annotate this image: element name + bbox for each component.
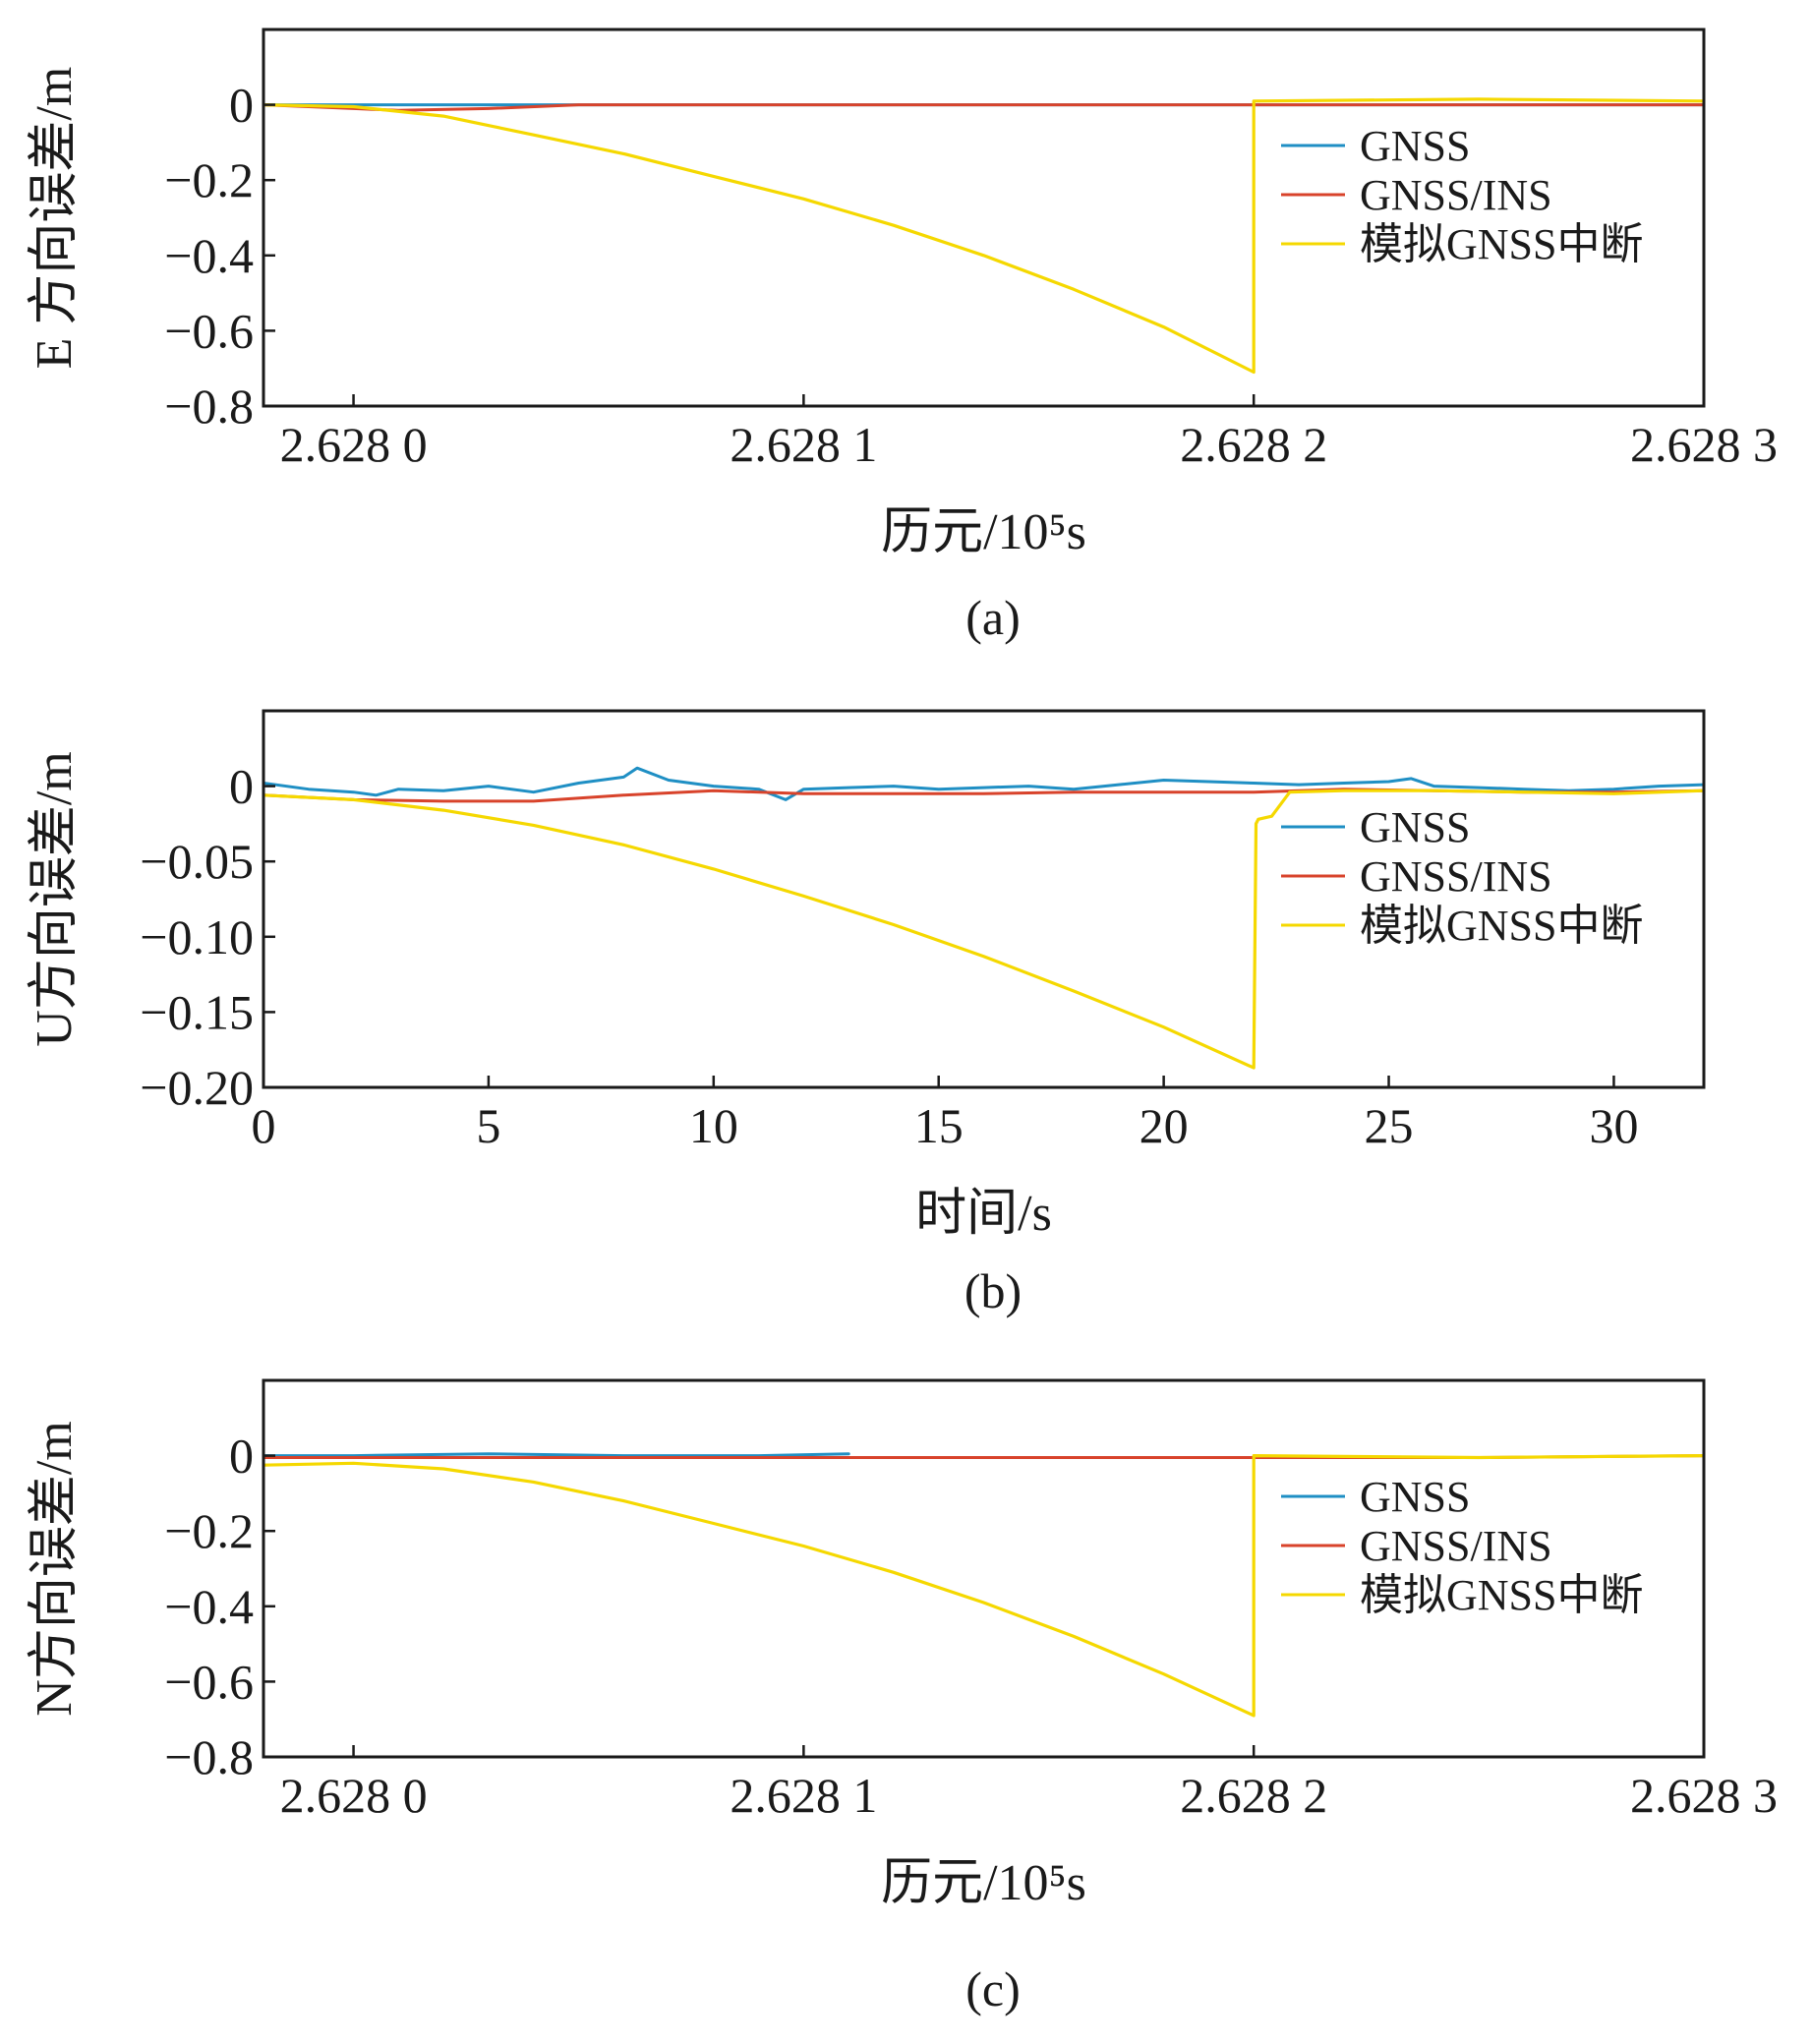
legend-label: 模拟GNSS中断 [1360, 902, 1644, 950]
legend-label: 模拟GNSS中断 [1360, 220, 1644, 268]
x-axis-title: 时间/s [915, 1186, 1052, 1242]
series-group [263, 97, 1704, 375]
plot-frame [262, 1378, 1706, 1759]
y-axis-title: N方向误差/m [27, 1421, 83, 1716]
chart-panel-a: 0 −0.2 −0.4 −0.6 −0.8 2.628 0 2.628 1 2.628 2 2.… [27, 28, 1778, 645]
legend-label: GNSS/INS [1360, 852, 1552, 901]
legend-label: 模拟GNSS中断 [1360, 1571, 1644, 1619]
y-tick-label: −0.6 [164, 1654, 254, 1709]
plot-frame [262, 28, 1706, 408]
series-line-gnss [263, 1452, 850, 1458]
x-tick-label: 2.628 3 [1630, 1768, 1778, 1823]
panel-caption: (a) [965, 590, 1021, 645]
y-tick-label: −0.15 [140, 984, 254, 1039]
y-tick-label: −0.05 [140, 834, 254, 889]
chart-panel-c: 0 −0.2 −0.4 −0.6 −0.8 2.628 0 2.628 1 2.628 2 2.… [27, 1378, 1778, 2016]
y-tick-label: 0 [229, 759, 254, 814]
y-tick-label: −0.2 [164, 152, 254, 207]
x-tick-label: 2.628 1 [730, 1768, 877, 1823]
y-tick-label: −0.4 [164, 1579, 254, 1634]
legend-label: GNSS/INS [1360, 1522, 1552, 1570]
x-tick-label: 5 [476, 1098, 500, 1153]
legend-label: GNSS/INS [1360, 171, 1552, 219]
x-tick-label: 15 [914, 1098, 964, 1153]
y-tick-label: −0.4 [164, 228, 254, 283]
legend-label: GNSS [1360, 803, 1471, 851]
x-tick-label: 2.628 1 [730, 417, 877, 472]
y-tick-label: −0.10 [140, 909, 254, 964]
y-axis-title: U方向误差/m [27, 751, 83, 1046]
y-tick-label: −0.2 [164, 1503, 254, 1558]
series-line-gnss [263, 788, 1704, 1070]
series-group [263, 1452, 1704, 1718]
y-tick-label: −0.6 [164, 303, 254, 358]
series-group [263, 766, 1704, 1070]
x-axis-title: 历元/10⁵s [881, 1855, 1086, 1911]
legend-label: GNSS [1360, 122, 1471, 170]
x-tick-label: 0 [252, 1098, 276, 1153]
y-tick-label: −0.8 [164, 1729, 254, 1784]
x-tick-label: 2.628 3 [1630, 417, 1778, 472]
x-tick-label: 2.628 0 [280, 417, 428, 472]
y-tick-label: 0 [229, 1429, 254, 1484]
chart-panel-b: 0−0.05−0.10−0.15−0.200 5 10 15 20 25 30时间/sU方向… [27, 709, 1706, 1318]
x-tick-label: 30 [1589, 1098, 1638, 1153]
series-line-gnss [263, 766, 1704, 801]
x-tick-label: 25 [1365, 1098, 1414, 1153]
y-tick-label: −0.20 [140, 1060, 254, 1115]
series-line-gnss [263, 97, 1704, 375]
legend-label: GNSS [1360, 1473, 1471, 1521]
y-tick-label: 0 [229, 78, 254, 133]
panel-caption: (c) [965, 1961, 1021, 2016]
y-tick-label: −0.8 [164, 379, 254, 434]
x-tick-label: 2.628 0 [280, 1768, 428, 1823]
x-tick-label: 20 [1140, 1098, 1189, 1153]
x-tick-label: 2.628 2 [1180, 1768, 1327, 1823]
x-tick-label: 2.628 2 [1180, 417, 1327, 472]
y-axis-title: E 方向误差/m [27, 67, 83, 370]
x-tick-label: 10 [689, 1098, 738, 1153]
series-line-gnss [263, 1454, 1704, 1718]
x-axis-title: 历元/10⁵s [881, 504, 1086, 560]
panel-caption: (b) [964, 1263, 1022, 1318]
plot-frame [262, 709, 1706, 1089]
